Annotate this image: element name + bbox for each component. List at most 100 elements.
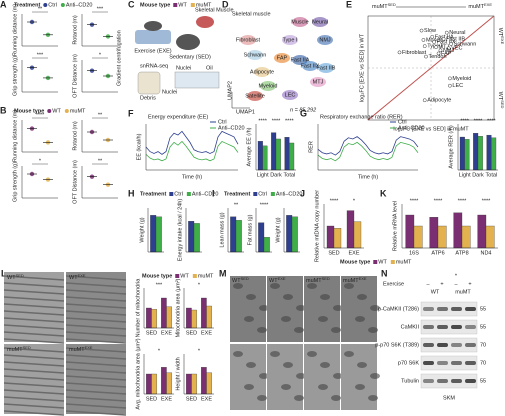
label: Sedentary (SED): [169, 54, 211, 60]
texture: [65, 375, 127, 381]
label-base: WT: [232, 278, 241, 284]
legend-label: Anti–CD20: [218, 125, 245, 131]
band: [437, 343, 448, 347]
bar: [289, 142, 295, 171]
band: [451, 379, 462, 383]
label: ****: [474, 118, 483, 124]
axis: [401, 204, 498, 249]
organelle: [368, 327, 378, 333]
cluster: [247, 50, 263, 60]
label-sup: SED: [16, 273, 24, 278]
texture: [65, 403, 127, 409]
texture: [65, 296, 127, 302]
organelle: [296, 305, 306, 311]
axis-label: Average EE (/h): [246, 127, 252, 166]
legend-label: muMT: [198, 273, 214, 279]
band: [423, 307, 434, 311]
texture: [65, 361, 127, 367]
bar: [477, 136, 483, 171]
label: ****: [410, 198, 419, 204]
axis: [183, 354, 214, 395]
label: ATP6: [431, 250, 444, 256]
texture: [3, 382, 65, 388]
texture: [65, 303, 127, 309]
label-sup: SED: [322, 276, 330, 281]
legend-title: Treatment: [140, 191, 166, 197]
legend-swatch: [64, 109, 69, 113]
legend-title: Mouse type: [340, 259, 370, 265]
label: ****: [487, 118, 496, 124]
label: MTJ: [439, 45, 450, 51]
label-base: muMT: [7, 347, 23, 353]
texture: [3, 331, 65, 337]
label-sup: EXE: [278, 276, 286, 281]
label: 70: [480, 360, 486, 366]
bar: [191, 309, 197, 329]
axis-label: Grip strength (g): [12, 162, 18, 202]
label: p-p70 S6K (T389): [375, 342, 419, 348]
legend-label: Anti–CD20: [66, 2, 93, 8]
bar: [485, 225, 495, 249]
organelle: [257, 395, 267, 401]
cluster: [254, 67, 270, 77]
cluster: [310, 77, 326, 87]
label-sup: EXE: [359, 276, 367, 281]
axis: [227, 208, 244, 253]
organelle: [307, 283, 317, 289]
label-base: WT: [269, 278, 278, 284]
texture: [3, 410, 65, 416]
cluster: [312, 17, 328, 27]
label: p-CaMKII (T286): [378, 306, 419, 312]
label: n = 85,292: [290, 107, 316, 113]
treadmill: [135, 30, 171, 44]
band: [423, 343, 434, 347]
texture: [65, 389, 127, 395]
label: 16S: [409, 250, 419, 256]
axis: [81, 120, 118, 153]
label: UMAP2: [227, 81, 233, 100]
axis: [81, 60, 118, 93]
label-base: muMT: [69, 347, 85, 353]
legend-label: Ctrl: [48, 2, 57, 8]
axis: [323, 204, 364, 249]
bar: [461, 225, 471, 249]
label: +: [468, 281, 471, 287]
panel-label: F: [128, 108, 134, 118]
texture: [65, 310, 127, 316]
bar: [161, 297, 167, 329]
texture: [3, 317, 65, 323]
organelle: [370, 373, 380, 379]
point: [397, 50, 402, 55]
umap-axes: [231, 92, 250, 109]
label: *: [99, 52, 102, 58]
bar: [161, 367, 167, 395]
texture: [65, 347, 127, 353]
point: [430, 34, 435, 39]
label-sup: SED: [23, 345, 31, 350]
texture: [65, 324, 127, 330]
label: SED: [146, 396, 157, 402]
muscle: [196, 16, 214, 28]
cluster: [302, 61, 318, 71]
organelle: [357, 294, 367, 300]
panel-label: J: [300, 188, 305, 198]
band: [437, 307, 448, 311]
label: SED: [328, 250, 339, 256]
label-base: muMT: [468, 4, 484, 10]
legend-swatch: [192, 274, 197, 278]
sup-label: WTEXE: [69, 273, 86, 281]
label: VEC: [451, 46, 462, 52]
axis-label: RER: [308, 141, 314, 153]
band: [437, 325, 448, 329]
label: Type I: [283, 37, 298, 43]
label-sup: SED: [241, 276, 249, 281]
sup-label: WTSED: [497, 92, 505, 109]
legend-title: Treatment: [224, 191, 250, 197]
organelle: [233, 283, 243, 289]
label: Gradient centrifugation: [116, 30, 122, 86]
bar: [486, 134, 492, 171]
bar: [193, 223, 200, 253]
organelle: [368, 395, 378, 401]
label: Dark: [270, 172, 282, 178]
axis: [255, 124, 296, 171]
